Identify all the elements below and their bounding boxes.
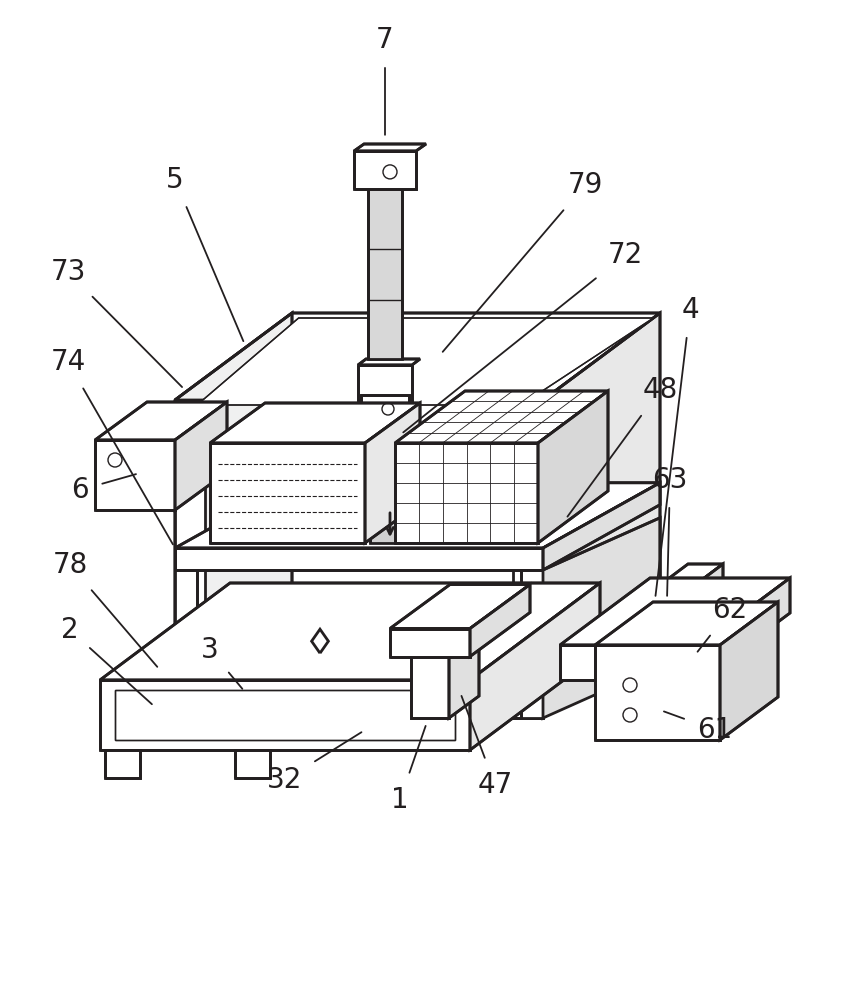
Polygon shape	[175, 402, 227, 510]
Text: 2: 2	[61, 616, 152, 704]
Text: 73: 73	[50, 258, 182, 387]
Polygon shape	[660, 564, 723, 585]
Polygon shape	[175, 313, 660, 400]
Polygon shape	[513, 420, 543, 690]
Polygon shape	[720, 602, 778, 740]
Polygon shape	[595, 645, 720, 740]
Polygon shape	[210, 403, 420, 443]
Polygon shape	[95, 402, 227, 440]
Text: 63: 63	[652, 466, 688, 596]
Polygon shape	[210, 443, 365, 543]
Polygon shape	[449, 606, 479, 718]
Text: 61: 61	[664, 711, 733, 744]
Text: 3: 3	[202, 636, 242, 689]
Polygon shape	[197, 318, 653, 405]
Polygon shape	[368, 189, 402, 359]
Polygon shape	[543, 603, 660, 690]
Polygon shape	[354, 151, 416, 189]
Text: 7: 7	[376, 26, 394, 135]
Polygon shape	[395, 391, 608, 443]
Text: 1: 1	[391, 726, 426, 814]
Polygon shape	[543, 483, 660, 570]
Polygon shape	[361, 395, 409, 423]
Polygon shape	[695, 564, 723, 640]
Polygon shape	[543, 603, 660, 718]
Polygon shape	[175, 570, 197, 718]
Polygon shape	[175, 420, 205, 690]
Polygon shape	[175, 690, 543, 718]
Polygon shape	[411, 629, 449, 718]
Polygon shape	[370, 423, 400, 543]
Text: 79: 79	[443, 171, 603, 352]
Polygon shape	[105, 750, 140, 778]
Polygon shape	[365, 403, 420, 543]
Polygon shape	[560, 578, 790, 645]
Text: 32: 32	[267, 732, 362, 794]
Polygon shape	[358, 365, 412, 400]
Polygon shape	[660, 585, 695, 640]
Polygon shape	[235, 750, 270, 778]
Polygon shape	[95, 440, 175, 510]
Polygon shape	[470, 583, 600, 750]
Polygon shape	[543, 518, 660, 718]
Text: 5: 5	[166, 166, 243, 341]
Text: 47: 47	[461, 696, 513, 799]
Polygon shape	[395, 443, 538, 543]
Polygon shape	[543, 313, 660, 690]
Text: 78: 78	[53, 551, 157, 667]
Polygon shape	[521, 570, 543, 718]
Text: 48: 48	[567, 376, 677, 517]
Text: 6: 6	[71, 474, 136, 504]
Text: 62: 62	[697, 596, 747, 652]
Polygon shape	[390, 584, 530, 629]
Polygon shape	[115, 690, 455, 740]
Text: 4: 4	[656, 296, 699, 596]
Polygon shape	[358, 359, 420, 365]
Polygon shape	[560, 645, 700, 680]
Polygon shape	[175, 483, 660, 548]
Polygon shape	[100, 583, 600, 680]
Polygon shape	[354, 144, 426, 151]
Polygon shape	[538, 391, 608, 543]
Polygon shape	[700, 578, 790, 680]
Polygon shape	[595, 602, 778, 645]
Polygon shape	[175, 313, 292, 690]
Text: 74: 74	[50, 348, 173, 544]
Text: 72: 72	[403, 241, 643, 432]
Polygon shape	[470, 584, 530, 656]
Polygon shape	[100, 680, 470, 750]
Polygon shape	[175, 548, 543, 570]
Polygon shape	[390, 629, 470, 656]
